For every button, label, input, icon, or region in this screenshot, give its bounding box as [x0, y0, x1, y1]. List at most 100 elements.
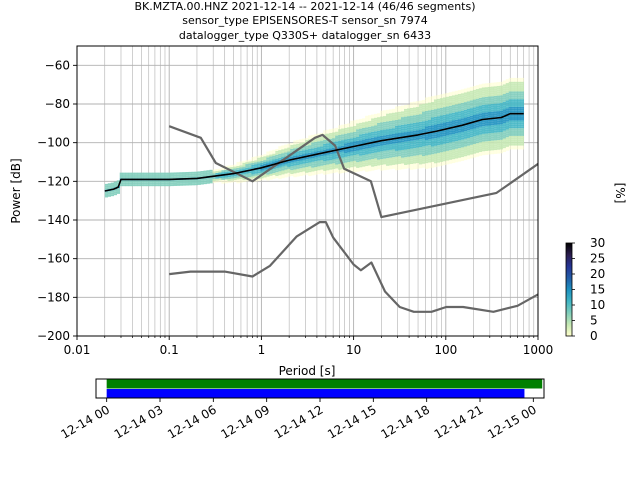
density-cell — [427, 96, 432, 99]
density-cell — [487, 148, 492, 151]
density-cell — [371, 164, 375, 167]
colorbar-tick-label: 20 — [590, 267, 605, 281]
density-cell — [442, 147, 447, 150]
density-cell — [278, 177, 282, 180]
density-cell — [272, 151, 276, 154]
density-cell — [371, 160, 375, 163]
density-cell — [487, 152, 492, 155]
density-cell — [254, 156, 258, 159]
density-cell — [484, 96, 489, 99]
density-cell — [383, 156, 387, 159]
density-cell — [398, 148, 402, 151]
density-cell — [326, 133, 330, 136]
density-cell — [451, 153, 456, 156]
density-cell — [481, 93, 486, 96]
density-cell — [407, 154, 411, 157]
density-cell — [454, 131, 459, 134]
density-cell — [457, 93, 462, 96]
density-cell — [374, 131, 378, 134]
density-cell — [421, 148, 426, 151]
density-cell — [493, 119, 498, 122]
density-cell — [263, 160, 267, 163]
density-cell — [383, 123, 387, 126]
density-cell — [398, 129, 402, 132]
density-cell — [368, 161, 372, 164]
density-cell — [341, 153, 345, 156]
density-cell — [424, 165, 429, 168]
density-cell — [409, 104, 414, 107]
density-cell — [308, 160, 312, 163]
density-cell — [323, 147, 327, 150]
density-cell — [445, 123, 450, 126]
density-cell — [407, 149, 411, 151]
density-cell — [287, 145, 291, 148]
density-cell — [320, 156, 324, 159]
density-cell — [415, 106, 420, 109]
density-cell — [409, 144, 414, 147]
density-cell — [412, 119, 417, 121]
density-cell — [520, 91, 525, 94]
density-cell — [353, 122, 357, 125]
density-cell — [475, 114, 480, 117]
density-cell — [329, 165, 333, 168]
density-cell — [170, 182, 174, 185]
density-cell — [457, 159, 462, 162]
density-cell — [365, 117, 369, 120]
colorbar-tick-label: 5 — [590, 314, 598, 328]
density-cell — [469, 108, 474, 111]
density-cell — [317, 133, 321, 136]
density-cell — [484, 94, 489, 97]
density-cell — [424, 124, 429, 127]
density-cell — [433, 157, 438, 160]
density-cell — [248, 175, 252, 177]
density-cell — [493, 115, 498, 118]
density-cell — [445, 160, 450, 163]
density-cell — [299, 172, 303, 175]
density-cell — [415, 108, 420, 111]
density-cell — [520, 147, 525, 150]
density-cell — [356, 150, 360, 153]
density-cell — [445, 139, 450, 142]
density-cell — [415, 128, 420, 131]
density-cell — [496, 91, 501, 94]
density-cell — [296, 166, 300, 169]
density-cell — [164, 174, 168, 177]
density-cell — [502, 148, 507, 151]
density-cell — [266, 155, 270, 158]
density-cell — [409, 121, 414, 124]
density-cell — [445, 131, 450, 134]
density-cell — [448, 154, 453, 156]
density-cell — [424, 159, 429, 162]
density-cell — [227, 171, 231, 174]
density-cell — [311, 134, 315, 137]
density-cell — [460, 151, 465, 154]
density-cell — [356, 148, 360, 151]
density-cell — [457, 151, 462, 154]
density-cell — [299, 143, 303, 146]
density-cell — [407, 129, 411, 132]
density-cell — [493, 142, 498, 145]
density-cell — [502, 140, 507, 143]
density-cell — [436, 98, 441, 101]
density-cell — [430, 102, 435, 104]
density-cell — [454, 146, 459, 149]
density-cell — [341, 134, 345, 137]
density-cell — [152, 184, 156, 187]
density-cell — [415, 164, 420, 167]
density-cell — [424, 153, 429, 156]
density-cell — [478, 92, 483, 94]
density-cell — [254, 164, 258, 167]
density-cell — [508, 122, 513, 125]
density-cell — [454, 92, 459, 95]
density-cell — [377, 150, 381, 152]
density-cell — [418, 154, 423, 157]
density-cell — [478, 121, 483, 123]
density-cell — [505, 119, 510, 122]
density-cell — [401, 107, 405, 110]
density-cell — [107, 187, 112, 190]
density-cell — [347, 165, 351, 168]
density-cell — [472, 101, 477, 104]
density-cell — [320, 148, 324, 151]
density-cell — [451, 116, 456, 119]
density-cell — [350, 153, 354, 156]
